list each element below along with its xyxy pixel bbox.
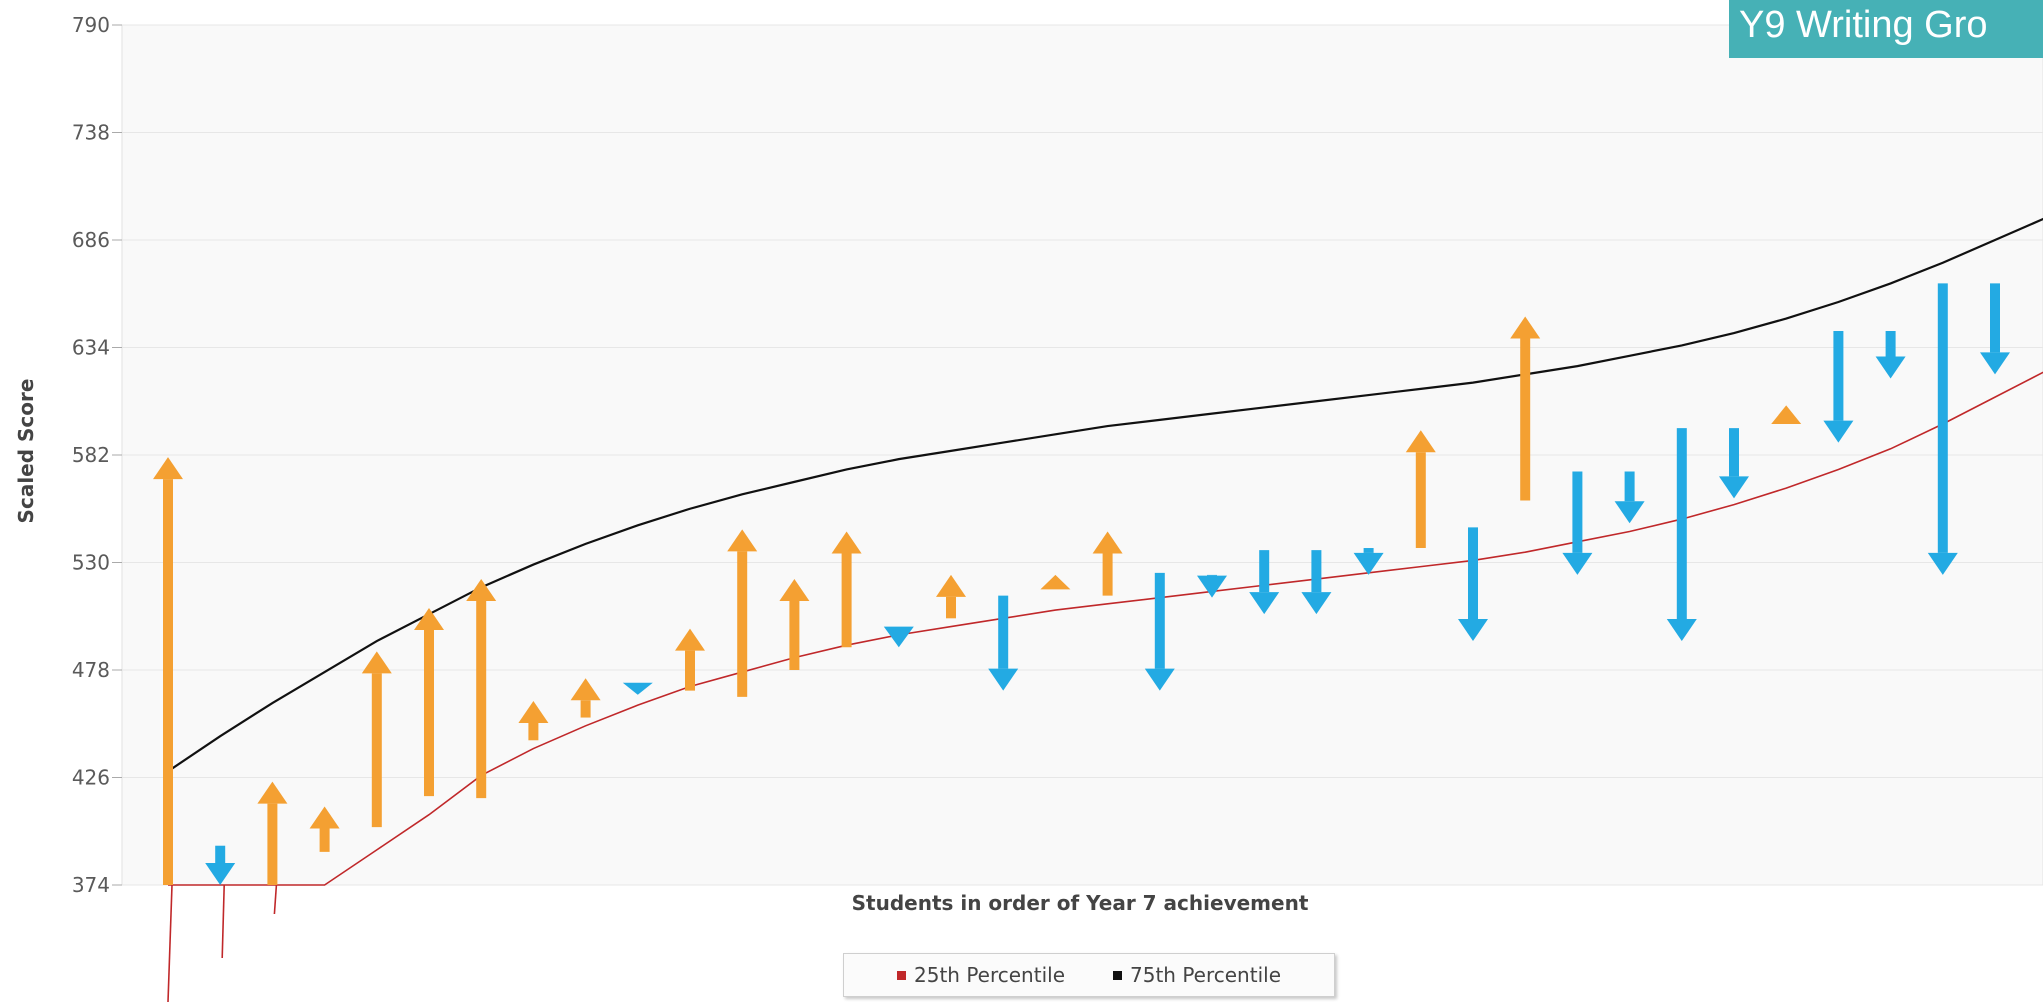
arrow-head: [1301, 592, 1332, 615]
y-axis-label: Scaled Score: [14, 379, 38, 524]
arrow-head: [779, 579, 810, 602]
arrow-head: [1614, 501, 1645, 524]
arrow-decrease[interactable]: [1875, 330, 1906, 379]
p25-drop-line: [273, 884, 278, 915]
gridlines: [122, 24, 2043, 886]
arrow-increase[interactable]: [1092, 531, 1123, 596]
arrow-head: [309, 806, 340, 829]
arrow-head: [153, 457, 183, 480]
arrow-head: [257, 781, 288, 804]
y-axis-ticks: 790 738 686 634 582 530 478 426 374: [72, 13, 122, 897]
legend-item-75th[interactable]: 75th Percentile: [1113, 963, 1281, 987]
arrow-head: [675, 628, 705, 651]
arrow-head: [361, 651, 392, 674]
arrow-decrease[interactable]: [1197, 574, 1227, 598]
legend-label-75th: 75th Percentile: [1130, 963, 1281, 987]
arrow-decrease[interactable]: [1927, 283, 1958, 575]
x-axis-label: Students in order of Year 7 achievement: [852, 891, 1309, 915]
arrow-head: [1771, 405, 1802, 424]
arrow-decrease[interactable]: [622, 682, 653, 695]
p25-drop-line: [167, 884, 173, 1002]
arrow-head: [1144, 668, 1175, 691]
arrow-increase[interactable]: [831, 531, 862, 648]
legend-item-25th[interactable]: 25th Percentile: [897, 963, 1065, 987]
y-tick-label: 530: [72, 551, 110, 575]
arrow-increase[interactable]: [1040, 574, 1071, 590]
legend: 25th Percentile 75th Percentile: [843, 953, 1335, 997]
arrow-decrease[interactable]: [1719, 428, 1749, 499]
legend-label-25th: 25th Percentile: [914, 963, 1065, 987]
arrow-decrease[interactable]: [1823, 330, 1854, 443]
arrow-increase[interactable]: [309, 806, 340, 852]
arrow-decrease[interactable]: [1301, 550, 1332, 615]
arrow-head: [1666, 619, 1697, 642]
arrow-increase[interactable]: [936, 574, 966, 619]
y-tick-label: 738: [72, 121, 110, 145]
arrow-head: [1458, 619, 1488, 642]
arrow-increase[interactable]: [414, 607, 444, 797]
arrow-head: [831, 531, 862, 554]
arrow-head: [1562, 552, 1593, 575]
y-tick-label: 634: [72, 336, 110, 360]
arrow-head: [518, 701, 549, 724]
arrow-head: [727, 529, 758, 552]
arrow-head: [1092, 531, 1123, 554]
arrow-head: [1927, 552, 1958, 575]
arrow-head: [1249, 592, 1280, 615]
arrow-decrease[interactable]: [1144, 572, 1175, 691]
arrow-increase[interactable]: [779, 579, 810, 670]
arrow-decrease[interactable]: [1458, 527, 1488, 642]
arrow-head: [622, 682, 653, 695]
y-tick-label: 686: [72, 228, 110, 252]
arrow-head: [466, 579, 497, 602]
arrow-head: [205, 863, 236, 885]
legend-swatch-25th: [897, 970, 906, 980]
p25-drop-line: [221, 884, 225, 959]
group-title-banner: Y9 Writing Gro: [1729, 0, 2043, 58]
arrow-increase[interactable]: [1510, 316, 1541, 501]
arrow-increase[interactable]: [257, 781, 288, 885]
arrow-head: [883, 626, 914, 648]
legend-swatch-75th: [1113, 970, 1122, 980]
arrow-increase[interactable]: [675, 628, 705, 691]
arrow-increase[interactable]: [1405, 430, 1436, 549]
y-tick-label: 478: [72, 658, 110, 682]
arrow-head: [1405, 430, 1436, 453]
arrow-increase[interactable]: [153, 457, 183, 885]
arrow-head: [936, 574, 966, 597]
arrow-head: [988, 668, 1019, 691]
y-tick-label: 374: [72, 873, 110, 897]
arrow-head: [570, 678, 601, 701]
arrow-increase[interactable]: [518, 701, 549, 741]
arrow-head: [1823, 420, 1854, 443]
arrow-decrease[interactable]: [1249, 550, 1280, 615]
arrow-increase[interactable]: [727, 529, 758, 697]
arrow-head: [1875, 356, 1906, 379]
arrow-decrease[interactable]: [1980, 283, 2010, 375]
arrow-decrease[interactable]: [883, 626, 914, 648]
arrow-decrease[interactable]: [1562, 471, 1593, 575]
arrow-decrease[interactable]: [1666, 428, 1697, 642]
arrow-increase[interactable]: [570, 678, 601, 718]
arrow-increase[interactable]: [361, 651, 392, 828]
arrow-decrease[interactable]: [1353, 548, 1384, 575]
arrow-decrease[interactable]: [1614, 471, 1645, 524]
percentile-drop-lines: [167, 884, 278, 1002]
y-tick-label: 426: [72, 766, 110, 790]
arrow-head: [1719, 476, 1749, 499]
arrow-head: [1040, 574, 1071, 590]
arrow-increase[interactable]: [1771, 405, 1802, 424]
arrow-decrease[interactable]: [205, 845, 236, 885]
y-tick-label: 790: [72, 13, 110, 37]
arrow-head: [414, 607, 444, 630]
arrow-head: [1980, 352, 2010, 375]
y-tick-label: 582: [72, 443, 110, 467]
arrow-head: [1510, 316, 1541, 339]
arrow-head: [1197, 575, 1227, 598]
arrow-head: [1353, 552, 1384, 575]
arrow-decrease[interactable]: [988, 595, 1019, 691]
arrow-increase[interactable]: [466, 579, 497, 799]
progress-arrows: [153, 283, 2010, 885]
